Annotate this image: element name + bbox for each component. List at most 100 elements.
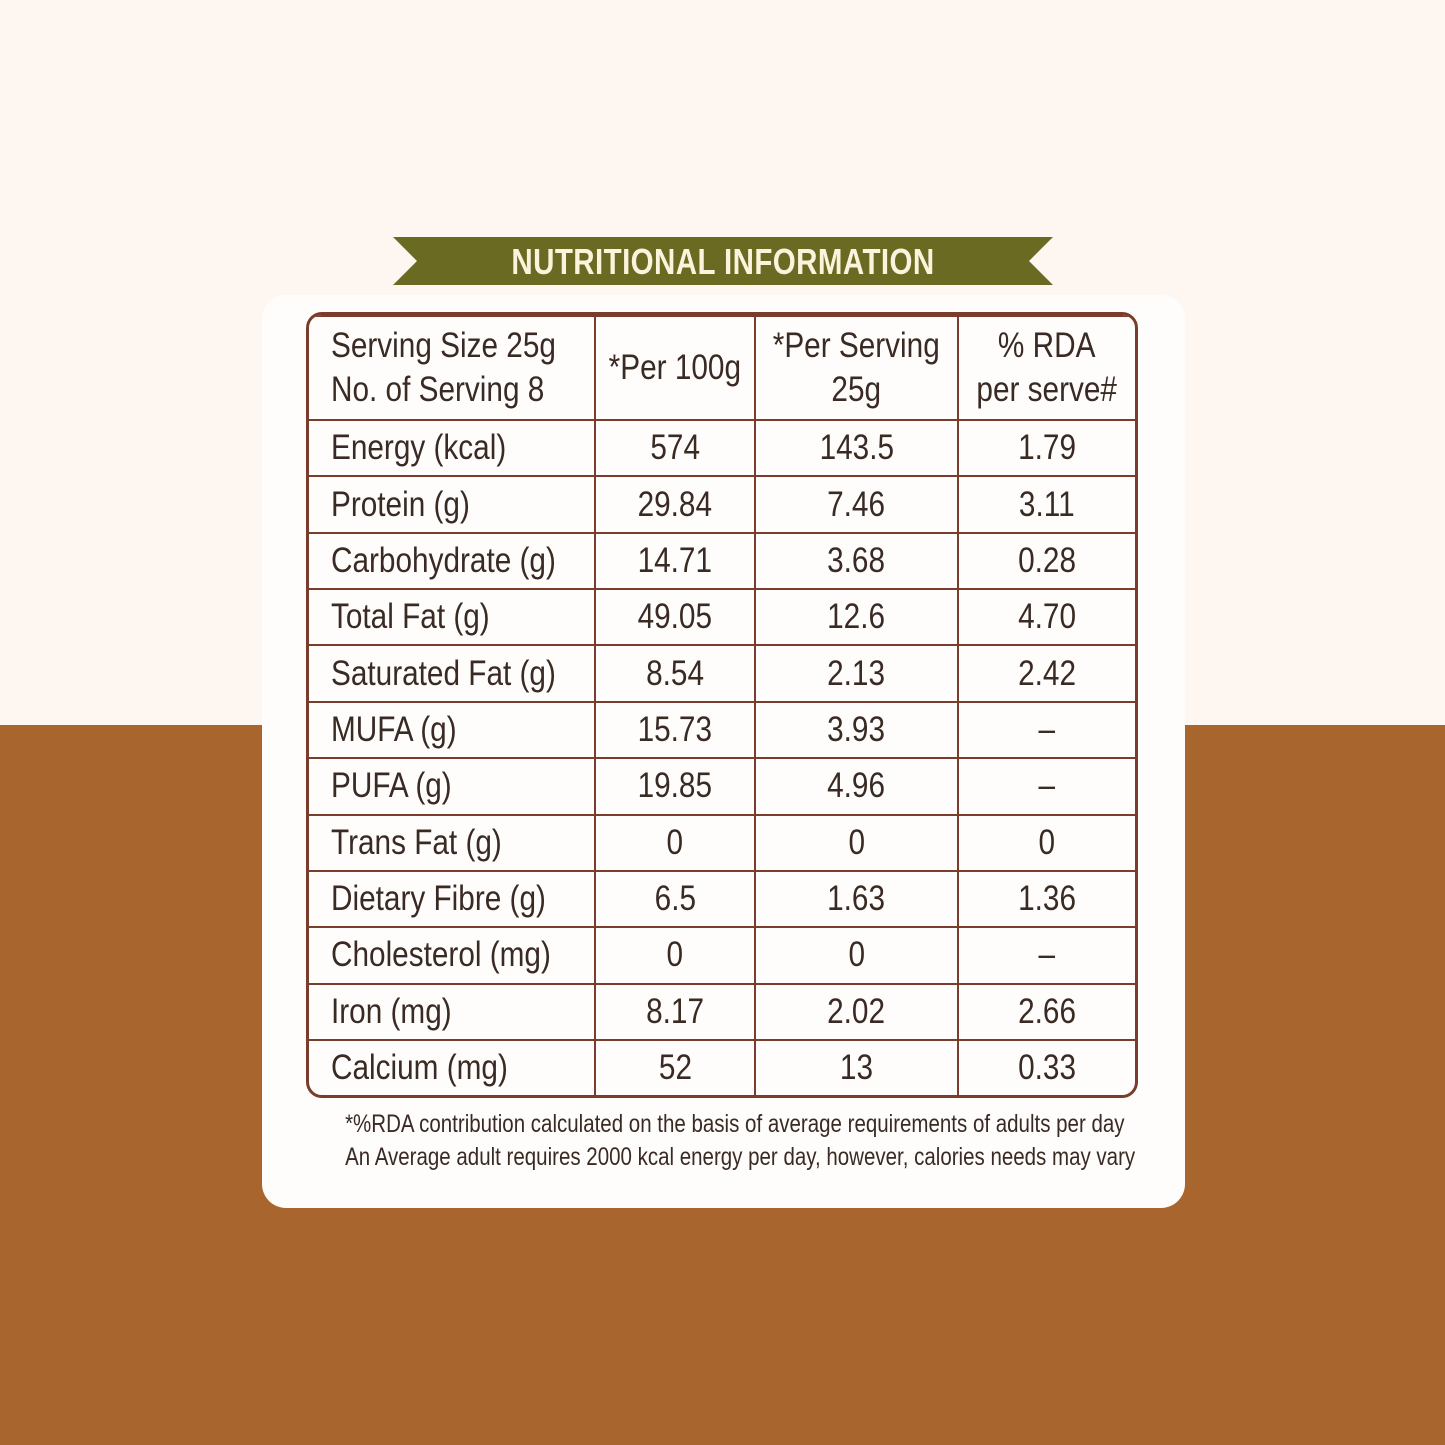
value-cell: 4.96 [754, 757, 959, 816]
cell-text: 8.17 [646, 991, 704, 1031]
value-cell: 7.46 [754, 475, 959, 534]
value-cell: 3.93 [754, 700, 959, 760]
cell-text: Saturated Fat (g) [331, 653, 556, 693]
cell-text: 14.71 [637, 540, 713, 580]
footnote: *%RDA contribution calculated on the bas… [345, 1110, 1125, 1138]
table-frame: Serving Size 25g No. of Serving 8 *Per 100… [306, 312, 1138, 1098]
cell-text: 12.6 [827, 597, 886, 637]
cell-text: Protein (g) [331, 484, 470, 524]
value-cell: 19.85 [594, 757, 756, 816]
cell-text: 0 [1038, 822, 1056, 862]
header-row: Serving Size 25g No. of Serving 8 *Per 100… [309, 315, 1135, 421]
cell-text: 49.05 [637, 597, 713, 637]
nutrient-cell: PUFA (g) [309, 757, 596, 816]
cell-text: 4.70 [1018, 597, 1076, 637]
cell-text: 2.42 [1018, 653, 1076, 693]
value-cell: 0 [957, 813, 1135, 872]
nutrient-cell: Trans Fat (g) [309, 813, 596, 872]
nutrient-cell: Iron (mg) [309, 982, 596, 1041]
cell-text: 15.73 [637, 709, 713, 749]
cell-text: Calcium (mg) [331, 1047, 508, 1087]
cell-text: 2.13 [827, 653, 886, 693]
cell-text: 52 [658, 1047, 692, 1087]
banner-ribbon [393, 237, 1053, 285]
cell-text: 8.54 [646, 653, 704, 693]
cell-text: 3.68 [827, 540, 886, 580]
value-cell: 1.63 [754, 869, 959, 929]
value-cell: 2.02 [754, 982, 959, 1041]
cell-text: 2.66 [1018, 991, 1076, 1031]
cell-text: – [1038, 766, 1056, 806]
value-cell: 2.66 [957, 982, 1135, 1041]
nutrition-table: Serving Size 25g No. of Serving 8 *Per 100… [309, 315, 1135, 1095]
cell-text: 0 [848, 822, 865, 862]
table-row: Trans Fat (g) 0 0 0 [309, 813, 1135, 872]
cell-text: 13 [839, 1047, 874, 1087]
table-row: Calcium (mg) 52 13 0.33 [309, 1038, 1135, 1095]
header-cell-text: Serving Size 25g No. of Serving 8 [331, 324, 556, 412]
cell-text: – [1038, 709, 1056, 749]
cell-text: 4.96 [827, 766, 886, 806]
header-line: 25g [831, 370, 882, 409]
cell-text: 0.33 [1018, 1047, 1076, 1087]
cell-text: 0 [666, 822, 684, 862]
cell-text: 0.28 [1018, 540, 1076, 580]
nutrient-cell: Carbohydrate (g) [309, 531, 596, 591]
cell-text: Carbohydrate (g) [331, 540, 556, 580]
header-cell-text: % RDA per serve# [977, 324, 1118, 412]
header-line: No. of Serving 8 [331, 370, 545, 409]
header-cell: *Per Serving 25g [754, 315, 959, 421]
value-cell: 13 [754, 1038, 959, 1095]
value-cell: 14.71 [594, 531, 756, 591]
header-line: Serving Size 25g [331, 326, 556, 365]
footnote: An Average adult requires 2000 kcal ener… [345, 1143, 1136, 1171]
nutrient-cell: MUFA (g) [309, 700, 596, 760]
cell-text: 29.84 [637, 484, 713, 524]
value-cell: 143.5 [754, 418, 959, 478]
table-row: Saturated Fat (g) 8.54 2.13 2.42 [309, 644, 1135, 703]
nutrient-cell: Total Fat (g) [309, 588, 596, 647]
cell-text: PUFA (g) [331, 766, 452, 806]
value-cell: – [957, 926, 1135, 985]
header-line: *Per Serving [772, 326, 940, 365]
value-cell: 4.70 [957, 588, 1135, 647]
cell-text: 0 [666, 935, 684, 975]
nutrient-cell: Energy (kcal) [309, 418, 596, 478]
cell-text: 6.5 [654, 879, 696, 919]
nutrient-cell: Saturated Fat (g) [309, 644, 596, 703]
value-cell: 0 [754, 926, 959, 985]
cell-text: Iron (mg) [331, 991, 452, 1031]
cell-text: Total Fat (g) [331, 597, 490, 637]
value-cell: 3.11 [957, 475, 1135, 534]
cell-text: 3.11 [1019, 484, 1075, 524]
cell-text: 2.02 [827, 991, 886, 1031]
table-row: MUFA (g) 15.73 3.93 – [309, 700, 1135, 760]
cell-text: 3.93 [827, 709, 886, 749]
value-cell: 0 [754, 813, 959, 872]
cell-text: Dietary Fibre (g) [331, 879, 546, 919]
table-row: Dietary Fibre (g) 6.5 1.63 1.36 [309, 869, 1135, 929]
header-cell: *Per 100g [594, 315, 756, 421]
table-row: Iron (mg) 8.17 2.02 2.66 [309, 982, 1135, 1041]
cell-text: 1.63 [827, 879, 886, 919]
value-cell: 29.84 [594, 475, 756, 534]
table-row: Protein (g) 29.84 7.46 3.11 [309, 475, 1135, 534]
nutrient-cell: Cholesterol (mg) [309, 926, 596, 985]
header-cell-text: *Per Serving 25g [773, 324, 940, 412]
cell-text: 1.79 [1018, 428, 1076, 468]
value-cell: 49.05 [594, 588, 756, 647]
table-row: PUFA (g) 19.85 4.96 – [309, 757, 1135, 816]
cell-text: Energy (kcal) [331, 428, 507, 468]
banner-title: NUTRITIONAL INFORMATION [511, 241, 935, 282]
value-cell: 15.73 [594, 700, 756, 760]
header-line: *Per 100g [608, 348, 742, 387]
cell-text: 7.46 [827, 484, 886, 524]
value-cell: 6.5 [594, 869, 756, 929]
table-row: Total Fat (g) 49.05 12.6 4.70 [309, 588, 1135, 647]
nutrient-cell: Protein (g) [309, 475, 596, 534]
header-line: per serve# [976, 370, 1118, 409]
nutrient-cell: Calcium (mg) [309, 1038, 596, 1095]
value-cell: 0 [594, 813, 756, 872]
header-cell-text: *Per 100g [609, 346, 741, 390]
